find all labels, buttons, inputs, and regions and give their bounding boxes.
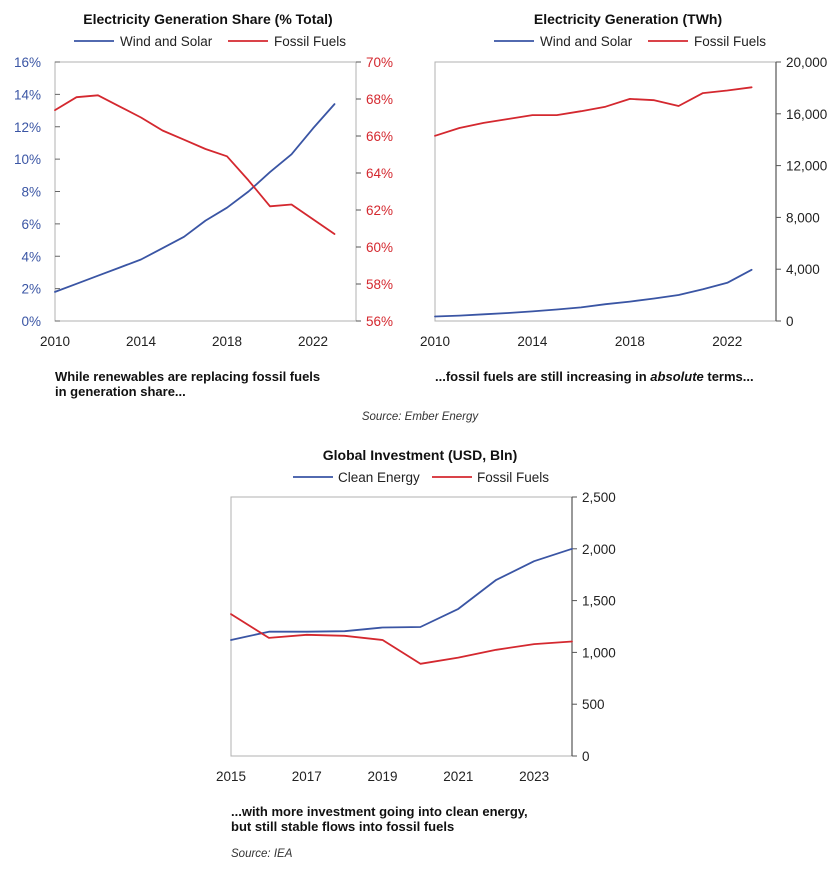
y-right-tick-label: 62%: [366, 203, 393, 218]
investment-caption-line-1: ...with more investment going into clean…: [231, 804, 528, 819]
share-chart-title: Electricity Generation Share (% Total): [83, 11, 332, 27]
x-tick-label-2010: 2010: [40, 334, 70, 349]
share-y-left-ticks: 0% 2% 4% 6% 8% 10% 12% 14% 16%: [14, 55, 60, 329]
series-line-fossil-fuels: [434, 86, 753, 137]
series-line-wind-and-solar: [434, 268, 753, 318]
x-tick-label-2022: 2022: [298, 334, 328, 349]
share-legend-label-wind-solar: Wind and Solar: [120, 34, 213, 49]
investment-chart: Global Investment (USD, Bln) Clean Energ…: [216, 447, 616, 834]
generation-plot-frame: [434, 61, 776, 322]
y-right-tick-label: 0: [786, 314, 794, 329]
y-right-tick-label: 56%: [366, 314, 393, 329]
share-caption-line-1: While renewables are replacing fossil fu…: [55, 369, 320, 384]
generation-legend: Wind and Solar Fossil Fuels: [494, 34, 766, 49]
x-tick-label-2018: 2018: [615, 334, 645, 349]
investment-legend-label-clean: Clean Energy: [338, 470, 420, 485]
x-tick-label-2014: 2014: [517, 334, 548, 349]
share-y-right-ticks: 56% 58% 60% 62% 64% 66% 68% 70%: [356, 55, 393, 329]
series-line-fossil-fuels: [230, 613, 573, 665]
x-tick-label-2017: 2017: [292, 769, 322, 784]
y-right-tick-label: 66%: [366, 129, 393, 144]
generation-chart-title: Electricity Generation (TWh): [534, 11, 722, 27]
series-line-clean-energy: [230, 547, 573, 641]
investment-plot-frame: [230, 496, 572, 757]
y-left-tick-label: 12%: [14, 120, 41, 135]
generation-y-ticks: 0 4,000 8,000 12,000 16,000 20,000: [776, 55, 827, 329]
y-right-tick-label: 12,000: [786, 159, 827, 174]
generation-legend-label-wind-solar: Wind and Solar: [540, 34, 633, 49]
investment-legend-label-fossil: Fossil Fuels: [477, 470, 549, 485]
investment-y-ticks: 0 500 1,000 1,500 2,000 2,500: [572, 490, 616, 764]
y-right-tick-label: 20,000: [786, 55, 827, 70]
share-chart: Electricity Generation Share (% Total) W…: [14, 11, 393, 399]
y-right-tick-label: 1,500: [582, 594, 616, 609]
share-plot-frame: [54, 61, 357, 322]
x-tick-label-2023: 2023: [519, 769, 549, 784]
y-left-tick-label: 2%: [21, 282, 41, 297]
y-right-tick-label: 64%: [366, 166, 393, 181]
y-right-tick-label: 4,000: [786, 262, 820, 277]
generation-x-ticks: 2010 2014 2018 2022: [420, 334, 742, 349]
y-left-tick-label: 14%: [14, 87, 41, 102]
y-right-tick-label: 70%: [366, 55, 393, 70]
y-right-tick-label: 2,500: [582, 490, 616, 505]
generation-caption-part-3: terms...: [704, 369, 754, 384]
y-left-tick-label: 10%: [14, 152, 41, 167]
y-right-tick-label: 60%: [366, 240, 393, 255]
share-lines: [54, 94, 336, 293]
generation-legend-label-fossil: Fossil Fuels: [694, 34, 766, 49]
investment-legend: Clean Energy Fossil Fuels: [293, 470, 549, 485]
y-left-tick-label: 6%: [21, 217, 41, 232]
generation-lines: [434, 86, 753, 318]
x-tick-label-2015: 2015: [216, 769, 246, 784]
share-caption-line-2: in generation share...: [55, 384, 186, 399]
series-line-wind-and-solar: [54, 103, 336, 293]
y-right-tick-label: 68%: [366, 92, 393, 107]
y-right-tick-label: 8,000: [786, 210, 820, 225]
source-note-bottom: Source: IEA: [231, 848, 293, 860]
y-right-tick-label: 2,000: [582, 542, 616, 557]
y-right-tick-label: 1,000: [582, 645, 616, 660]
generation-caption-part-1: ...fossil fuels are still increasing in: [435, 369, 650, 384]
series-line-fossil-fuels: [54, 94, 336, 235]
generation-chart: Electricity Generation (TWh) Wind and So…: [420, 11, 827, 384]
x-tick-label-2021: 2021: [443, 769, 473, 784]
source-note-top: Source: Ember Energy: [362, 411, 480, 423]
generation-caption: ...fossil fuels are still increasing in …: [435, 369, 754, 384]
investment-chart-title: Global Investment (USD, Bln): [323, 447, 517, 463]
y-left-tick-label: 0%: [21, 314, 41, 329]
x-tick-label-2010: 2010: [420, 334, 450, 349]
investment-x-ticks: 2015 2017 2019 2021 2023: [216, 769, 549, 784]
y-right-tick-label: 58%: [366, 277, 393, 292]
y-right-tick-label: 500: [582, 697, 605, 712]
x-tick-label-2019: 2019: [368, 769, 398, 784]
y-left-tick-label: 16%: [14, 55, 41, 70]
x-tick-label-2022: 2022: [712, 334, 742, 349]
y-right-tick-label: 0: [582, 749, 590, 764]
y-left-tick-label: 8%: [21, 185, 41, 200]
x-tick-label-2018: 2018: [212, 334, 242, 349]
investment-lines: [230, 547, 573, 665]
investment-caption-line-2: but still stable flows into fossil fuels: [231, 819, 454, 834]
y-right-tick-label: 16,000: [786, 107, 827, 122]
share-legend-label-fossil: Fossil Fuels: [274, 34, 346, 49]
x-tick-label-2014: 2014: [126, 334, 157, 349]
y-left-tick-label: 4%: [21, 249, 41, 264]
generation-caption-emphasis: absolute: [650, 369, 703, 384]
share-x-ticks: 2010 2014 2018 2022: [40, 334, 328, 349]
share-legend: Wind and Solar Fossil Fuels: [74, 34, 346, 49]
